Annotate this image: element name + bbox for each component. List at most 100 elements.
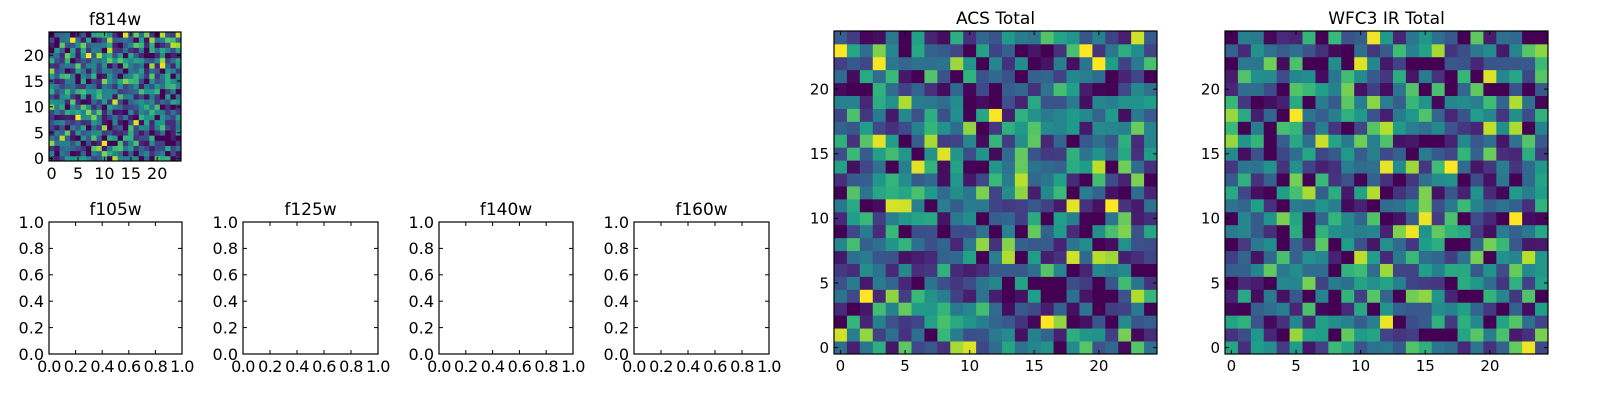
heatmap-cell (112, 47, 119, 54)
heatmap-cell (122, 78, 129, 84)
heatmap-cell (1509, 250, 1523, 264)
heatmap-cell (170, 114, 177, 121)
x-tick-label: 0.2 (454, 357, 478, 376)
heatmap-cell (989, 43, 1003, 58)
heatmap-cell (144, 99, 150, 105)
heatmap-cell (1001, 198, 1016, 213)
heatmap-cell (924, 95, 938, 109)
heatmap-cell (1144, 160, 1158, 174)
heatmap-cell (149, 37, 155, 43)
heatmap-cell (1483, 302, 1497, 316)
y-tick-label: 0.2 (604, 318, 629, 337)
heatmap-cell (1237, 82, 1252, 96)
heatmap-cell (937, 121, 951, 135)
heatmap-cell (70, 62, 76, 69)
heatmap-cell (885, 224, 899, 239)
heatmap-cell (59, 145, 66, 152)
heatmap-cell (1405, 315, 1420, 329)
heatmap-cell (859, 173, 874, 187)
heatmap-cell (1367, 276, 1381, 290)
heatmap-cell (846, 276, 861, 290)
heatmap-cell (1027, 315, 1042, 329)
heatmap-cell (133, 99, 140, 105)
heatmap-cell (49, 42, 55, 48)
axes-frame (1224, 30, 1549, 355)
heatmap-cell (1276, 211, 1290, 226)
heatmap-cell (846, 173, 861, 187)
heatmap-cell (1027, 82, 1042, 96)
heatmap-cell (1105, 147, 1119, 161)
heatmap-cell (898, 237, 912, 252)
heatmap-cell (950, 250, 964, 264)
heatmap-cell (128, 52, 134, 59)
heatmap-cell (112, 145, 119, 152)
heatmap-cell (1457, 160, 1471, 174)
heatmap-cell (846, 147, 861, 161)
heatmap-cell (64, 78, 71, 84)
heatmap-cell (1328, 69, 1342, 84)
heatmap-cell (1263, 134, 1278, 148)
heatmap-cell (1457, 173, 1471, 187)
heatmap-cell (1263, 224, 1278, 239)
heatmap-cell (149, 47, 155, 54)
heatmap-cell (963, 237, 977, 252)
heatmap-cell (1380, 173, 1394, 187)
heatmap-cell (1027, 108, 1042, 122)
heatmap-cell (1315, 82, 1329, 96)
heatmap-cell (128, 47, 134, 54)
y-tick-label: 0.6 (213, 266, 238, 285)
heatmap-cell (1144, 31, 1158, 45)
heatmap-cell (1053, 186, 1067, 200)
heatmap-cell (1535, 160, 1549, 174)
heatmap-cell (924, 121, 938, 135)
heatmap-cell (1014, 56, 1029, 71)
heatmap-cell (898, 224, 912, 239)
heatmap-cell (885, 289, 899, 303)
heatmap-cell (133, 37, 140, 43)
heatmap-cell (989, 160, 1003, 174)
heatmap-cell (1509, 315, 1523, 329)
heatmap-cell (112, 114, 119, 121)
heatmap-cell (963, 302, 977, 316)
heatmap-cell (1027, 173, 1042, 187)
x-tick-label: 0.4 (481, 357, 505, 376)
heatmap-cell (1105, 95, 1119, 109)
heatmap-cell (1079, 69, 1093, 84)
x-tick-label: 5 (73, 164, 83, 183)
heatmap-cell (1105, 121, 1119, 135)
heatmap-cell (885, 315, 899, 329)
heatmap-cell (1040, 108, 1055, 122)
heatmap-cell (1457, 224, 1471, 239)
heatmap-cell (1118, 134, 1132, 148)
heatmap-cell (1483, 328, 1497, 342)
heatmap-cell (165, 135, 171, 141)
heatmap-cell (85, 109, 92, 115)
heatmap-cell (101, 88, 108, 95)
heatmap-cell (1066, 43, 1080, 58)
heatmap-cell (165, 47, 171, 54)
x-tick-label: 0.6 (312, 357, 336, 376)
heatmap-cell (1118, 95, 1132, 109)
heatmap-cell (80, 124, 87, 131)
heatmap-cell (75, 99, 82, 105)
heatmap-cell (1079, 237, 1093, 252)
heatmap-cell (989, 289, 1003, 303)
heatmap-cell (70, 145, 76, 152)
heatmap-cell (1509, 341, 1523, 355)
heatmap-cell (1092, 315, 1106, 329)
heatmap-cell (1470, 341, 1484, 355)
heatmap-cell (112, 83, 119, 90)
heatmap-cell (1105, 134, 1119, 148)
heatmap-cell (1131, 315, 1145, 329)
heatmap-cell (138, 93, 145, 100)
heatmap-cell (1225, 315, 1239, 329)
heatmap-cell (1380, 108, 1394, 122)
heatmap-cell (1105, 328, 1119, 342)
heatmap-cell (1066, 31, 1080, 45)
heatmap-cell (1496, 198, 1510, 213)
heatmap-cell (1131, 134, 1145, 148)
heatmap-cell (70, 124, 76, 131)
heatmap-cell (165, 99, 171, 105)
heatmap-cell (54, 83, 60, 90)
heatmap-cell (70, 88, 76, 95)
